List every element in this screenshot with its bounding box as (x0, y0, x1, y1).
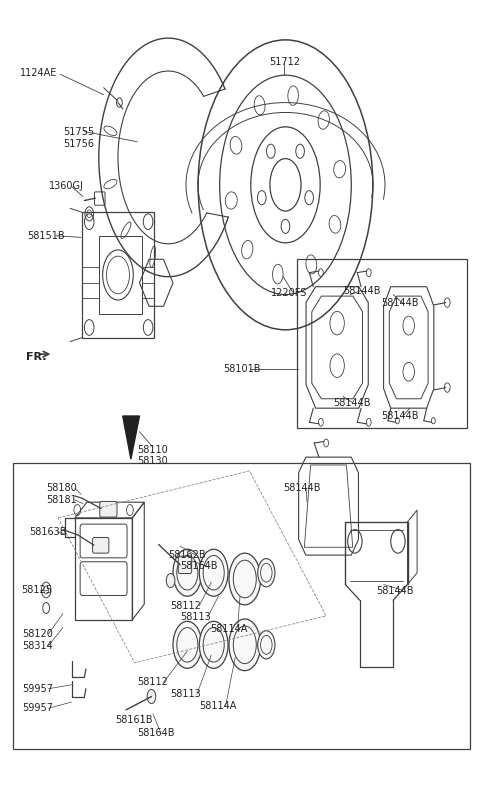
Circle shape (166, 574, 175, 588)
FancyBboxPatch shape (93, 538, 109, 553)
Text: 1220FS: 1220FS (271, 288, 308, 298)
Text: 58112: 58112 (137, 677, 168, 688)
Text: 58113: 58113 (180, 612, 211, 623)
Circle shape (229, 553, 261, 605)
Text: 58181: 58181 (46, 495, 77, 505)
Text: 58125: 58125 (21, 585, 52, 595)
Text: 58101B: 58101B (223, 364, 261, 374)
Text: 58114A: 58114A (199, 701, 237, 711)
Text: 58161B: 58161B (116, 715, 153, 725)
Text: 58144B: 58144B (343, 286, 381, 296)
Text: 59957: 59957 (22, 684, 53, 694)
Text: 58151B: 58151B (27, 231, 65, 241)
Text: 58164B: 58164B (137, 728, 175, 739)
Circle shape (147, 689, 156, 703)
Text: 58144B: 58144B (283, 483, 321, 493)
Text: 58314: 58314 (22, 641, 53, 651)
Circle shape (199, 621, 228, 668)
Text: 58120: 58120 (22, 629, 53, 639)
Text: 58144B: 58144B (376, 586, 414, 596)
Text: 58113: 58113 (170, 689, 201, 699)
Text: 58112: 58112 (170, 601, 202, 611)
Circle shape (173, 621, 202, 668)
FancyBboxPatch shape (178, 557, 192, 574)
Text: 51755: 51755 (63, 127, 94, 137)
Text: 58144B: 58144B (381, 411, 419, 421)
Text: 58110: 58110 (137, 445, 168, 455)
Circle shape (229, 619, 261, 670)
Text: 58144B: 58144B (381, 298, 419, 309)
Circle shape (258, 559, 275, 587)
Text: 58163B: 58163B (29, 527, 67, 537)
Text: 51712: 51712 (269, 57, 300, 67)
Bar (298, 259, 468, 428)
Polygon shape (123, 416, 140, 459)
Circle shape (173, 550, 202, 597)
Text: FR.: FR. (25, 352, 46, 362)
Text: 58162B: 58162B (168, 550, 206, 560)
Text: 58164B: 58164B (180, 561, 217, 571)
Text: 1124AE: 1124AE (20, 68, 57, 78)
Text: 1360GJ: 1360GJ (48, 181, 84, 192)
Text: 58144B: 58144B (333, 398, 371, 407)
Circle shape (199, 550, 228, 597)
Text: 58114A: 58114A (210, 624, 248, 634)
Circle shape (258, 630, 275, 659)
FancyBboxPatch shape (100, 502, 117, 517)
Text: 58130: 58130 (137, 456, 168, 466)
Bar (12, 463, 470, 749)
Text: 51756: 51756 (63, 139, 94, 149)
Text: 59957: 59957 (22, 703, 53, 714)
Text: 58180: 58180 (46, 483, 77, 493)
